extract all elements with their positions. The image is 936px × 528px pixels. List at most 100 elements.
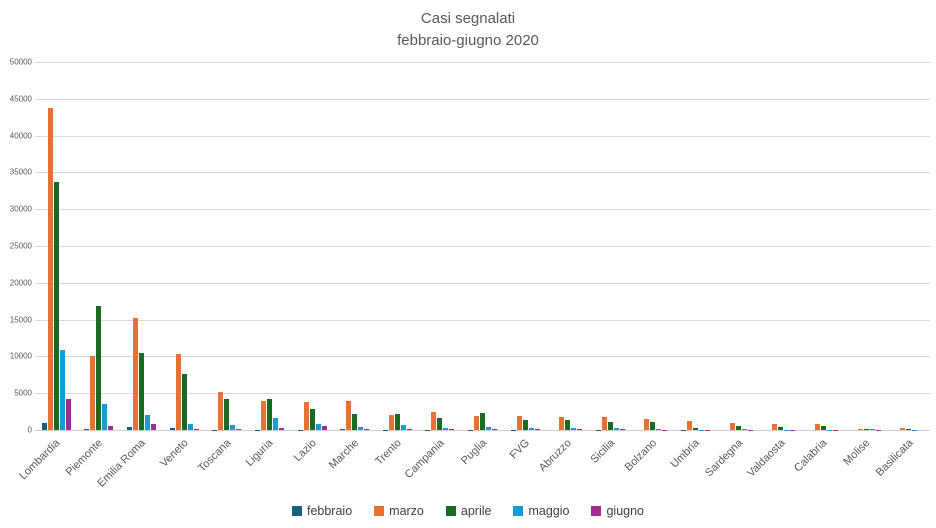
- bar-giugno-toscana: [236, 428, 242, 430]
- gridline-10000: [35, 356, 930, 358]
- legend-item-giugno: giugno: [591, 504, 644, 518]
- y-tick-label-50000: 50000: [9, 57, 32, 67]
- bar-group-liguria: [248, 62, 291, 430]
- bar-marzo-abruzzo: [559, 417, 565, 430]
- bar-maggio-trento: [400, 425, 406, 430]
- legend-label-maggio: maggio: [528, 504, 570, 518]
- y-tick-label-30000: 30000: [9, 204, 32, 214]
- x-tick-label-emilia-roma: Emilia Roma: [95, 437, 149, 490]
- legend-item-maggio: maggio: [513, 504, 569, 518]
- bar-marzo-bolzano: [644, 419, 650, 430]
- bar-marzo-piemonte: [90, 356, 96, 430]
- bar-febbraio-lombardia: [41, 423, 47, 430]
- legend-swatch-febbraio-icon: [291, 506, 302, 516]
- y-tick-label-40000: 40000: [9, 131, 32, 141]
- bar-marzo-sicilia: [601, 417, 607, 430]
- bar-aprile-sardegna: [735, 425, 741, 430]
- bar-giugno-fvg: [534, 429, 540, 430]
- legend-label-febbraio: febbraio: [306, 504, 353, 518]
- gridline-35000: [35, 172, 930, 174]
- bar-aprile-puglia: [479, 413, 485, 430]
- bar-group-sardegna: [717, 62, 760, 430]
- legend-swatch-aprile-icon: [445, 506, 456, 516]
- gridline-25000: [35, 246, 930, 247]
- y-tick-label-20000: 20000: [9, 278, 32, 288]
- bar-marzo-emilia-roma: [133, 318, 139, 430]
- bar-giugno-trento: [406, 429, 412, 430]
- bar-marzo-valdaosta: [772, 424, 778, 430]
- bar-marzo-umbria: [687, 420, 693, 430]
- legend: febbraio marzo aprile maggio giugno: [0, 504, 936, 518]
- legend-label-aprile: aprile: [460, 504, 492, 518]
- bar-group-emilia-roma: [120, 62, 163, 430]
- bar-giugno-puglia: [491, 429, 497, 430]
- bar-group-sicilia: [589, 62, 632, 430]
- x-tick-label-piemonte: Piemonte: [64, 437, 106, 479]
- bar-maggio-lombardia: [59, 349, 65, 430]
- bar-aprile-emilia-roma: [139, 353, 145, 430]
- x-tick-label-liguria: Liguria: [244, 437, 276, 469]
- x-tick-label-abruzzo: Abruzzo: [537, 437, 575, 475]
- bar-maggio-emilia-roma: [145, 415, 151, 430]
- bar-group-piemonte: [78, 62, 121, 430]
- bar-group-basilicata: [887, 62, 930, 430]
- bar-group-calabria: [802, 62, 845, 430]
- bar-group-toscana: [205, 62, 248, 430]
- bar-group-molise: [845, 62, 888, 430]
- x-tick-label-toscana: Toscana: [195, 437, 234, 475]
- x-tick-label-valdaosta: Valdaosta: [744, 437, 788, 480]
- bar-aprile-marche: [352, 414, 358, 430]
- bar-aprile-campania: [437, 417, 443, 430]
- bar-maggio-bolzano: [656, 429, 662, 430]
- x-tick-label-trento: Trento: [373, 437, 404, 468]
- gridline-50000: [35, 62, 930, 63]
- x-tick-label-umbria: Umbria: [668, 437, 703, 471]
- bar-febbraio-veneto: [169, 427, 175, 430]
- bar-group-campania: [419, 62, 462, 430]
- bar-group-marche: [333, 62, 376, 430]
- legend-item-marzo: marzo: [374, 504, 424, 518]
- bar-group-bolzano: [632, 62, 675, 430]
- bar-marzo-veneto: [175, 354, 181, 430]
- bar-marzo-calabria: [814, 423, 820, 430]
- gridline-40000: [35, 135, 930, 137]
- y-tick-label-5000: 5000: [14, 388, 32, 398]
- bar-marzo-puglia: [473, 415, 479, 430]
- y-tick-label-0: 0: [27, 425, 32, 435]
- bar-aprile-piemonte: [96, 305, 102, 430]
- x-tick-label-basilicata: Basilicata: [873, 437, 916, 479]
- bar-maggio-piemonte: [102, 403, 108, 430]
- bar-marzo-basilicata: [900, 428, 906, 430]
- legend-swatch-maggio-icon: [513, 506, 524, 516]
- gridline-5000: [35, 393, 930, 395]
- chart-title-line1: Casi segnalati: [420, 10, 516, 27]
- bar-group-umbria: [674, 62, 717, 430]
- bar-group-veneto: [163, 62, 206, 430]
- x-tick-label-marche: Marche: [326, 437, 362, 472]
- bar-febbraio-emilia-roma: [127, 426, 133, 430]
- bar-maggio-molise: [869, 428, 875, 430]
- bar-marzo-marche: [346, 400, 352, 430]
- chart-title-line2: febbraio-giugno 2020: [397, 32, 539, 49]
- bar-giugno-lombardia: [65, 399, 71, 430]
- x-tick-label-campania: Campania: [402, 437, 447, 481]
- bar-marzo-lazio: [303, 401, 309, 430]
- bar-giugno-marche: [364, 428, 370, 430]
- bar-maggio-sardegna: [741, 429, 747, 430]
- bar-aprile-bolzano: [650, 421, 656, 430]
- gridline-0: [35, 430, 930, 431]
- bar-aprile-lazio: [309, 409, 315, 430]
- y-tick-label-15000: 15000: [9, 315, 32, 325]
- bar-aprile-liguria: [266, 399, 272, 430]
- bar-aprile-basilicata: [906, 429, 912, 430]
- bar-maggio-campania: [443, 427, 449, 430]
- y-tick-label-25000: 25000: [9, 241, 32, 251]
- bar-marzo-liguria: [260, 401, 266, 430]
- bar-group-lombardia: [35, 62, 78, 430]
- bar-giugno-abruzzo: [577, 429, 583, 430]
- bar-maggio-puglia: [485, 426, 491, 430]
- bar-marzo-sardegna: [729, 423, 735, 430]
- x-tick-label-sicilia: Sicilia: [588, 437, 617, 466]
- bar-group-puglia: [461, 62, 504, 430]
